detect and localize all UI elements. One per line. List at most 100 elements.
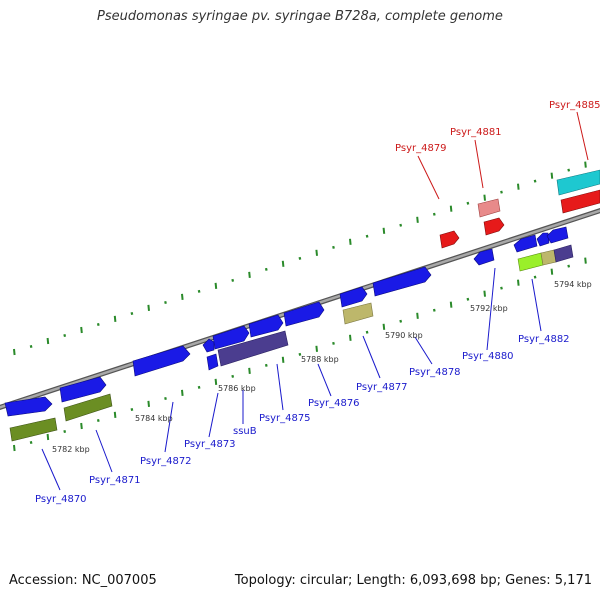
gene-bar-psyr-4882-lime[interactable] (517, 252, 544, 272)
gene-bar-psyr-4877-khaki[interactable] (342, 302, 374, 325)
tick-mark (281, 260, 285, 267)
gene-arrow-psyr-4876[interactable] (283, 301, 325, 327)
tick-mark (416, 312, 419, 319)
gene-bar-psyr-4885-red[interactable] (560, 189, 600, 214)
tick-mark (466, 297, 470, 301)
gene-label-psyr-4885[interactable]: Psyr_4885 (549, 100, 600, 111)
tick-mark (365, 234, 369, 238)
gene-label-psyr-4880[interactable]: Psyr_4880 (462, 351, 514, 362)
gene-arrow-psyr-4880[interactable] (473, 248, 495, 266)
tick-mark (197, 385, 201, 389)
gene-bar-psyr-4870-olive[interactable] (9, 417, 58, 442)
tick-mark (13, 444, 16, 452)
tick-mark (46, 337, 50, 345)
gene-bar-psyr-4881-pink[interactable] (477, 198, 501, 218)
label-leader-lines (41, 111, 589, 491)
tick-mark (500, 286, 503, 290)
axis-label: 5786 kbp (218, 384, 256, 393)
gene-label-psyr-4876[interactable]: Psyr_4876 (308, 398, 360, 409)
gene-arrow-psyr-4882-c[interactable] (546, 226, 569, 244)
gene-arrow-psyr-4873[interactable] (202, 338, 215, 353)
tick-mark (517, 183, 520, 190)
tick-mark (550, 172, 554, 179)
tick-mark (365, 330, 369, 334)
tick-mark (164, 300, 167, 304)
gene-arrow-psyr-4879[interactable] (439, 230, 460, 249)
axis-label: 5784 kbp (135, 414, 173, 423)
tick-mark (399, 223, 403, 227)
gene-bar-ssub-slate[interactable] (217, 330, 289, 367)
gene-arrow-psyr-4875[interactable] (248, 314, 284, 338)
tick-mark (281, 356, 285, 363)
gene-label-ssub[interactable]: ssuB (233, 426, 257, 437)
gene-arrow-psyr-4881[interactable] (483, 217, 505, 236)
gene-labels: Psyr_4870 Psyr_4871 Psyr_4872 Psyr_4873 … (35, 100, 600, 505)
tick-mark (147, 400, 150, 407)
gene-label-psyr-4872[interactable]: Psyr_4872 (140, 456, 192, 467)
tick-mark (214, 282, 218, 289)
gene-arrow-psyr-4878[interactable] (372, 266, 432, 297)
gene-label-psyr-4873[interactable]: Psyr_4873 (184, 439, 236, 450)
tick-mark (231, 374, 235, 378)
tick-mark (483, 194, 486, 201)
tick-mark (584, 257, 587, 264)
tick-mark (500, 190, 503, 194)
gene-arrow-psyr-4882-a[interactable] (513, 234, 538, 253)
gene-arrow-psyr-4877[interactable] (339, 286, 368, 308)
gene-arrow-psyr-4872[interactable] (132, 345, 191, 377)
tick-mark (349, 238, 352, 245)
tick-mark (449, 205, 453, 212)
gene-arrow-psyr-4870[interactable] (4, 396, 53, 417)
axis-label: 5794 kbp (554, 280, 592, 289)
axis-label: 5782 kbp (52, 445, 90, 454)
gene-label-psyr-4879[interactable]: Psyr_4879 (395, 143, 447, 154)
tick-mark (80, 326, 83, 334)
tick-mark (432, 212, 436, 216)
tick-mark (349, 334, 352, 341)
gene-bar-psyr-4871-olive[interactable] (63, 393, 113, 422)
gene-label-psyr-4878[interactable]: Psyr_4878 (409, 367, 461, 378)
tick-mark (550, 268, 554, 275)
tick-mark (584, 161, 587, 168)
gene-arrow-psyr-4871[interactable] (59, 376, 107, 403)
gene-bar-psyr-4882-khaki[interactable] (540, 249, 557, 266)
tick-mark (298, 256, 302, 260)
tick-mark (416, 216, 419, 223)
tick-mark (466, 201, 470, 205)
tick-mark (63, 429, 67, 433)
tick-mark (315, 345, 318, 352)
gene-label-psyr-4871[interactable]: Psyr_4871 (89, 475, 141, 486)
axis-label: 5792 kbp (470, 304, 508, 313)
gene-label-psyr-4870[interactable]: Psyr_4870 (35, 494, 87, 505)
tick-mark (382, 323, 386, 330)
gene-arrow-psyr-4873-b[interactable] (206, 353, 219, 371)
gene-arrow-ssub[interactable] (212, 325, 250, 350)
tick-mark (298, 352, 302, 356)
tick-mark (332, 341, 335, 345)
map-title: Pseudomonas syringae pv. syringae B728a,… (97, 9, 503, 24)
gene-bar-psyr-4882-slate[interactable] (553, 244, 574, 263)
gene-label-psyr-4881[interactable]: Psyr_4881 (450, 127, 502, 138)
tick-mark (29, 344, 33, 348)
tick-mark (181, 389, 184, 396)
tick-mark (231, 278, 235, 282)
tick-mark (164, 396, 167, 400)
tick-mark (248, 367, 251, 374)
tick-mark (432, 308, 436, 312)
tick-mark (483, 290, 486, 297)
gene-features (4, 169, 600, 442)
gene-label-psyr-4882[interactable]: Psyr_4882 (518, 334, 570, 345)
axis-label: 5790 kbp (385, 331, 423, 340)
gene-label-psyr-4877[interactable]: Psyr_4877 (356, 382, 408, 393)
tick-mark (181, 293, 184, 300)
tick-mark (63, 333, 67, 337)
axis-labels: 5782 kbp 5784 kbp 5786 kbp 5788 kbp 5790… (52, 280, 592, 454)
tick-mark (382, 227, 386, 234)
gene-arrow-psyr-4882-b[interactable] (536, 232, 550, 247)
gene-bar-psyr-4885-cyan[interactable] (556, 169, 600, 196)
tick-mark (96, 418, 100, 422)
gene-label-psyr-4875[interactable]: Psyr_4875 (259, 413, 311, 424)
tick-mark (214, 378, 218, 385)
tick-mark (517, 279, 520, 286)
